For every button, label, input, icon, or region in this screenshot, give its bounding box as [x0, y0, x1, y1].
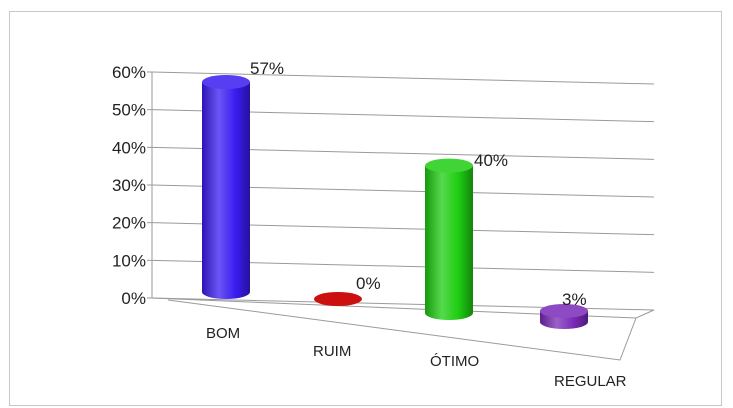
- data-labels: 57% 0% 40% 3%: [250, 59, 587, 309]
- y-tick-label-4: 40%: [112, 138, 146, 157]
- y-tick-label-5: 50%: [112, 101, 146, 120]
- data-label-3: 3%: [562, 290, 587, 309]
- bar-disc-1: [314, 292, 362, 306]
- data-label-1: 0%: [356, 274, 381, 293]
- bar-regular: [540, 303, 588, 329]
- bar-top-3: [540, 303, 588, 318]
- x-tick-label-0: BOM: [206, 325, 240, 342]
- gridline-6: [151, 71, 655, 85]
- bar-top-0: [202, 75, 250, 89]
- bar-ruim: [314, 292, 362, 306]
- y-tick-label-2: 20%: [112, 214, 146, 233]
- x-axis-ticks: BOM RUIM ÓTIMO REGULAR: [206, 325, 627, 390]
- x-tick-label-2: ÓTIMO: [430, 353, 479, 370]
- x-tick-label-1: RUIM: [313, 343, 351, 360]
- bar-bom: [202, 75, 250, 299]
- floor-right-edge: [635, 309, 655, 319]
- bar-top-2: [425, 158, 473, 173]
- x-tick-label-3: REGULAR: [554, 373, 627, 390]
- y-tick-label-3: 30%: [112, 176, 146, 195]
- bar-body-0: [202, 82, 250, 299]
- bar-ótimo: [425, 158, 473, 320]
- bar-body-2: [425, 165, 473, 320]
- y-tick-label-0: 0%: [121, 289, 146, 308]
- y-tick-label-6: 60%: [112, 63, 146, 82]
- data-label-2: 40%: [474, 151, 508, 170]
- y-axis-ticks: 0% 10% 20% 30% 40% 50% 60%: [112, 63, 152, 308]
- y-tick-label-1: 10%: [112, 251, 146, 270]
- floor-outline: [151, 297, 637, 361]
- data-label-0: 57%: [250, 59, 284, 78]
- bars: [202, 75, 588, 329]
